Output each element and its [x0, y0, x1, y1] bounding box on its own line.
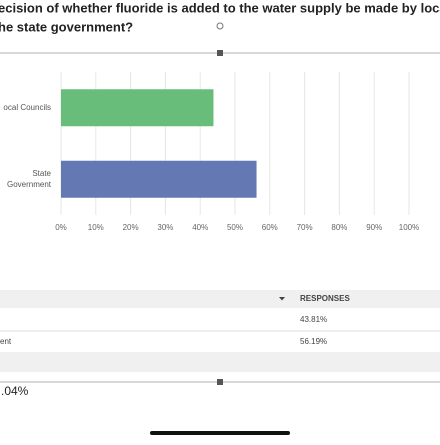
x-tick-label: 0%	[55, 223, 67, 232]
sort-arrow[interactable]	[279, 297, 285, 301]
resize-handle[interactable]	[217, 50, 223, 56]
y-tick-label: ocal Councils	[3, 103, 51, 112]
rotate-icon[interactable]	[216, 22, 224, 30]
bar	[61, 89, 214, 127]
x-tick-label: 80%	[331, 223, 347, 232]
home-indicator[interactable]	[150, 431, 290, 435]
footer-text: .04%	[1, 384, 29, 398]
y-tick-label: Government	[7, 180, 52, 189]
table-header	[0, 290, 440, 308]
x-tick-label: 10%	[88, 223, 104, 232]
cell: ent	[0, 337, 12, 346]
x-tick-label: 40%	[192, 223, 208, 232]
cell: 56.19%	[300, 337, 327, 346]
x-tick-label: 20%	[123, 223, 139, 232]
resize-handle[interactable]	[217, 379, 223, 385]
total-row	[0, 352, 440, 372]
header-cell: RESPONSES	[300, 294, 350, 303]
x-tick-label: 50%	[227, 223, 243, 232]
question-line: ecision of whether fluoride is added to …	[0, 0, 440, 15]
y-tick-label: State	[32, 169, 51, 178]
x-tick-label: 100%	[399, 223, 419, 232]
bar	[61, 160, 257, 198]
question-line: he state government?	[0, 19, 133, 34]
x-tick-label: 30%	[157, 223, 173, 232]
x-tick-label: 90%	[366, 223, 382, 232]
chart: 0% 10% 20% 30% 40% 50% 60% 70% 80% 90% 100% ocal Co…	[3, 72, 419, 232]
x-tick-label: 60%	[262, 223, 278, 232]
cell: 43.81%	[300, 315, 327, 324]
x-tick-label: 70%	[297, 223, 313, 232]
